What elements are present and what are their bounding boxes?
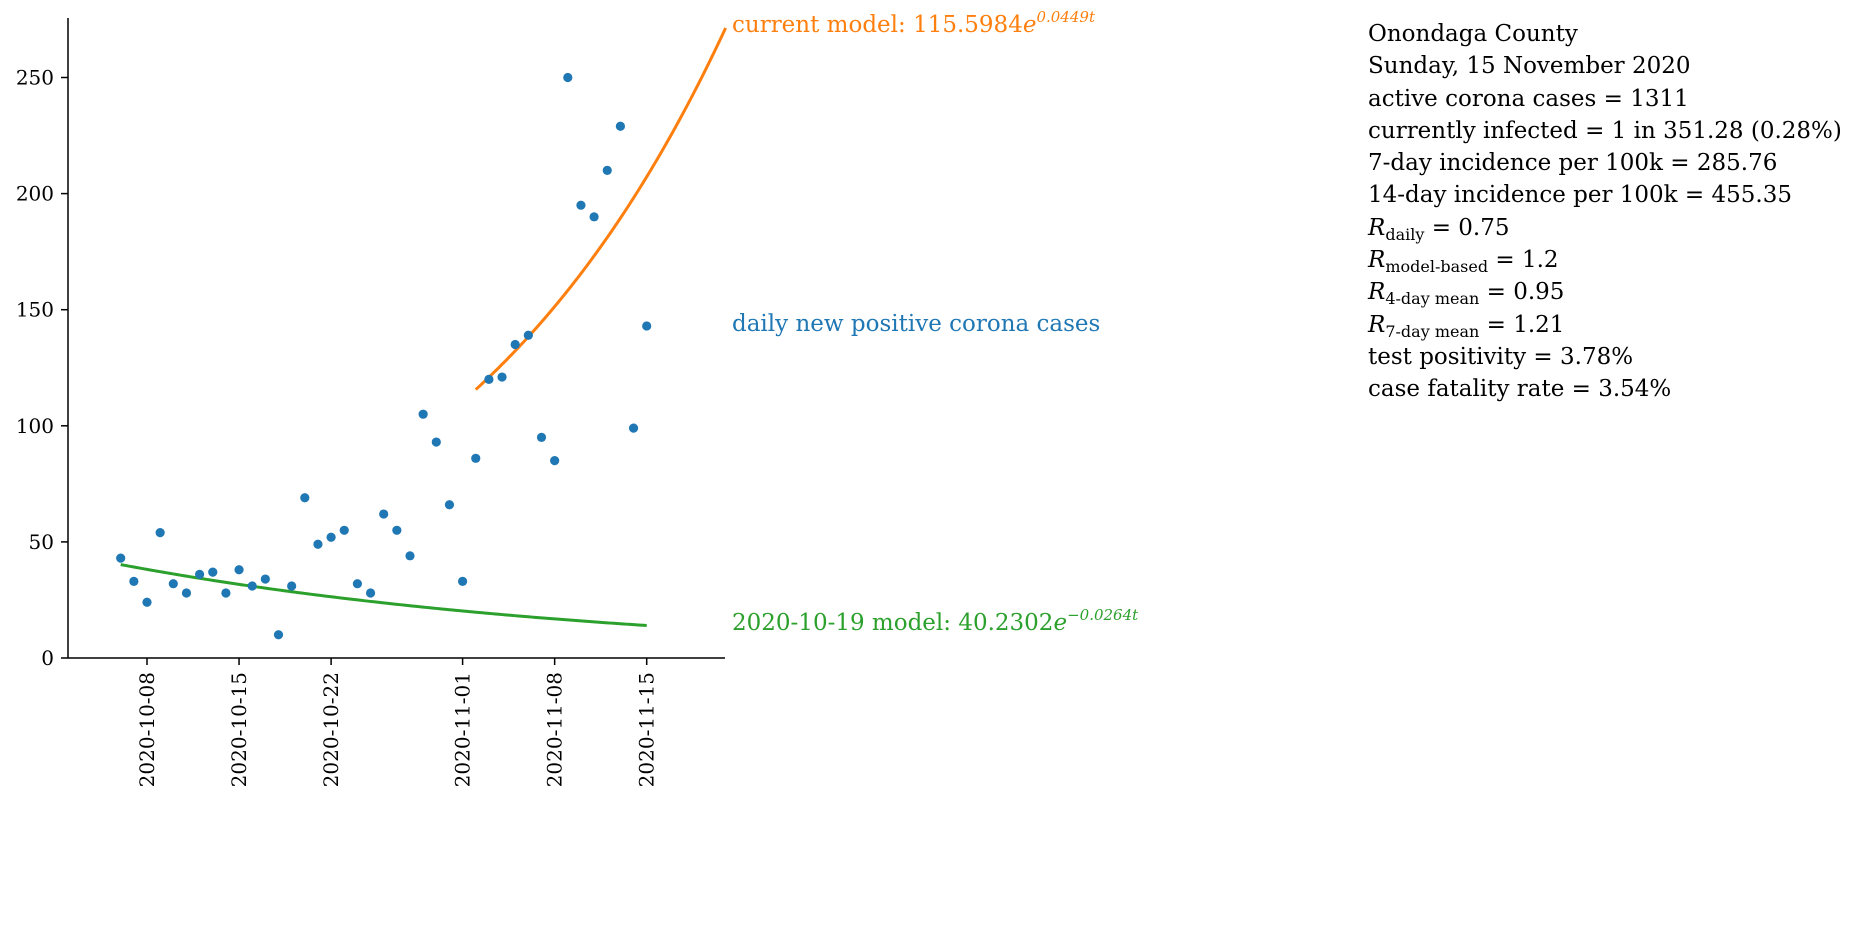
data-point xyxy=(536,432,547,443)
x-tick-label: 2020-10-22 xyxy=(319,672,343,787)
info-incidence-14: 14-day incidence per 100k = 455.35 xyxy=(1368,182,1792,209)
x-tick-label: 2020-11-08 xyxy=(543,672,567,787)
data-point xyxy=(405,551,415,561)
data-point xyxy=(418,409,428,419)
current-model-coef: 115.5984 xyxy=(913,12,1023,38)
current-model-base: e xyxy=(1023,12,1037,38)
info-incidence-7: 7-day incidence per 100k = 285.76 xyxy=(1368,150,1778,177)
info-county: Onondaga County xyxy=(1368,21,1578,47)
r-7day-value: = 1.21 xyxy=(1479,311,1565,338)
data-point xyxy=(129,576,139,586)
y-tick-label: 150 xyxy=(16,298,54,322)
r-model-sub: model-based xyxy=(1385,257,1489,277)
data-point xyxy=(615,121,626,131)
data-point xyxy=(326,532,336,542)
data-point xyxy=(168,579,178,589)
data-point xyxy=(550,456,560,466)
info-case-fatality: case fatality rate = 3.54% xyxy=(1368,376,1672,403)
data-point xyxy=(458,576,468,586)
data-point xyxy=(379,509,389,519)
data-point xyxy=(431,437,441,447)
y-tick-label: 100 xyxy=(16,414,54,438)
data-point xyxy=(155,528,165,538)
info-r-7day: R7-day mean = 1.21 xyxy=(1368,311,1565,341)
data-point xyxy=(484,374,494,384)
series-label-current-model: current model: 115.5984e0.0449t xyxy=(732,8,1096,38)
r-model-value: = 1.2 xyxy=(1488,247,1559,274)
data-point xyxy=(589,212,599,222)
data-point xyxy=(365,588,376,598)
plot-marks xyxy=(116,27,727,640)
y-tick-label: 50 xyxy=(29,530,54,554)
r-daily-value: = 0.75 xyxy=(1424,214,1510,241)
series-label-data: daily new positive corona cases xyxy=(732,311,1100,337)
info-active-cases: active corona cases = 1311 xyxy=(1368,85,1689,112)
r-daily-sub: daily xyxy=(1385,224,1425,244)
info-r-model: Rmodel-based = 1.2 xyxy=(1368,247,1559,277)
data-point xyxy=(181,588,192,598)
data-point xyxy=(273,630,284,640)
data-point xyxy=(221,588,231,598)
r-7day-sub: 7-day mean xyxy=(1385,321,1480,341)
data-point xyxy=(444,500,455,510)
data-point xyxy=(339,525,349,535)
data-point xyxy=(116,553,126,563)
info-panel: Onondaga County Sunday, 15 November 2020… xyxy=(1368,18,1842,406)
data-point xyxy=(195,569,205,580)
data-point xyxy=(313,539,323,549)
old-model-base: e xyxy=(1053,610,1067,636)
r-4day-sub: 4-day mean xyxy=(1385,289,1480,309)
data-point xyxy=(602,165,612,175)
data-point xyxy=(576,200,586,210)
data-point xyxy=(247,581,257,591)
x-tick-label: 2020-10-08 xyxy=(135,672,159,787)
data-point xyxy=(642,321,652,331)
old-model-prefix: 2020-10-19 model: xyxy=(732,610,958,636)
old-model-coef: 40.2302 xyxy=(958,610,1053,636)
old-model-curve xyxy=(120,563,647,628)
axes xyxy=(67,18,725,659)
ticks: 0 50 100 150 200 250 2020-10-08 2020-10-15 2020-… xyxy=(16,66,659,788)
data-point xyxy=(234,565,244,575)
data-point xyxy=(352,579,362,589)
current-model-prefix: current model: xyxy=(732,12,913,38)
data-point xyxy=(260,574,270,584)
current-model-exp: 0.0449t xyxy=(1036,8,1095,26)
data-point xyxy=(392,525,402,535)
y-tick-label: 250 xyxy=(16,66,54,90)
current-model-curve xyxy=(474,27,727,391)
data-point xyxy=(510,339,520,350)
info-r-4day: R4-day mean = 0.95 xyxy=(1368,279,1565,309)
y-tick-label: 0 xyxy=(41,646,54,670)
x-tick-label: 2020-11-01 xyxy=(451,672,475,787)
data-point xyxy=(628,423,639,433)
data-point xyxy=(142,597,152,607)
data-point xyxy=(300,493,310,503)
data-point xyxy=(471,453,481,463)
data-point xyxy=(287,581,297,591)
info-test-positivity: test positivity = 3.78% xyxy=(1368,343,1634,370)
info-date: Sunday, 15 November 2020 xyxy=(1368,53,1691,80)
r-4day-value: = 0.95 xyxy=(1479,279,1565,306)
info-currently-infected: currently infected = 1 in 351.28 (0.28%) xyxy=(1368,117,1842,144)
data-point xyxy=(563,72,573,83)
data-point xyxy=(208,567,218,577)
data-point xyxy=(523,330,533,340)
series-label-old-model: 2020-10-19 model: 40.2302e−0.0264t xyxy=(732,606,1139,636)
x-tick-label: 2020-10-15 xyxy=(227,672,251,787)
data-point xyxy=(497,372,507,382)
x-tick-label: 2020-11-15 xyxy=(635,672,659,787)
info-r-daily: Rdaily = 0.75 xyxy=(1368,214,1510,244)
y-tick-label: 200 xyxy=(16,182,54,206)
old-model-exp: −0.0264t xyxy=(1067,606,1139,624)
